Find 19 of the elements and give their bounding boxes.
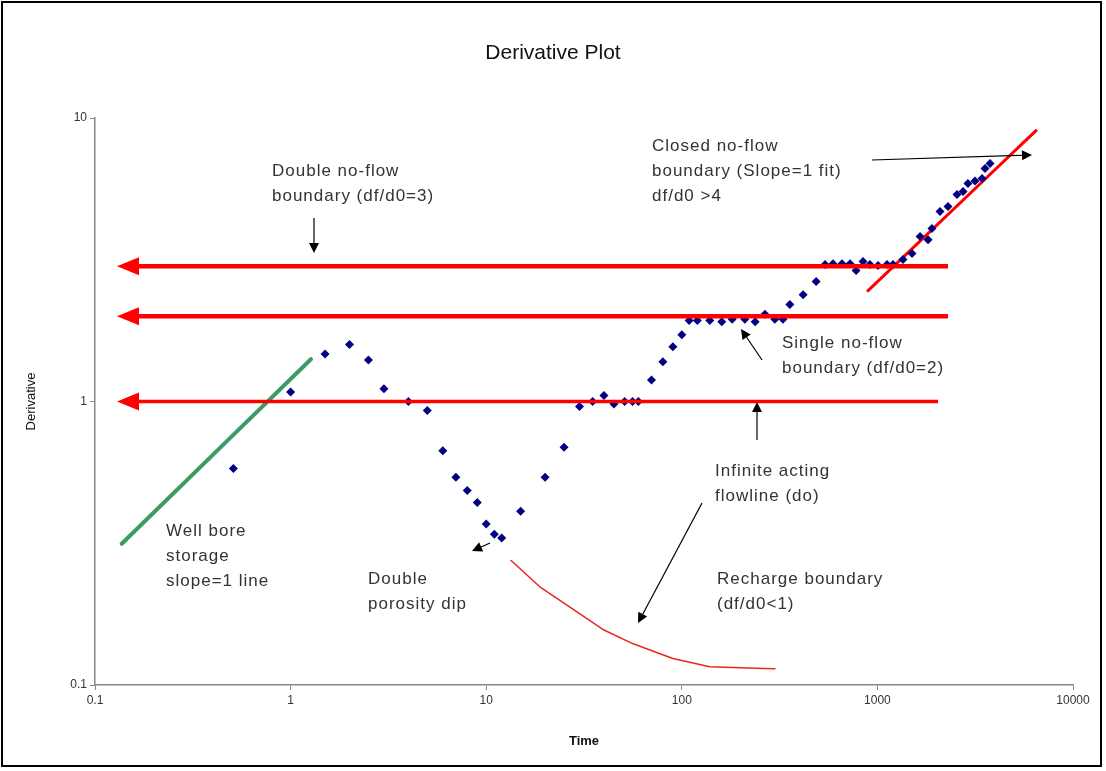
x-tick-label: 100 [671,692,693,707]
x-tick-label: 1 [287,692,295,707]
y-axis-title: Derivative [23,372,39,431]
x-tick-label: 0.1 [86,692,104,707]
y-tick-label: 10 [73,110,88,125]
y-tick-label: 0.1 [70,677,88,692]
x-tick-label: 10 [479,692,494,707]
x-tick-label: 1000 [864,692,892,707]
annotation: Infinite acting flowline (do) [715,460,831,507]
annotation: Recharge boundary (df/d0<1) [717,568,884,615]
x-axis-title: Time [568,732,600,748]
chart-title: Derivative Plot [484,40,622,64]
y-tick-label: 1 [80,393,88,408]
annotation: Well bore storage slope=1 line [166,520,270,592]
annotation: Double porosity dip [368,568,467,615]
x-tick-label: 10000 [1056,692,1091,707]
annotation: Closed no-flow boundary (Slope=1 fit) df/d0 >4 [652,135,842,207]
annotation: Single no-flow boundary (df/d0=2) [782,332,945,379]
annotation: Double no-flow boundary (df/d0=3) [272,160,435,207]
